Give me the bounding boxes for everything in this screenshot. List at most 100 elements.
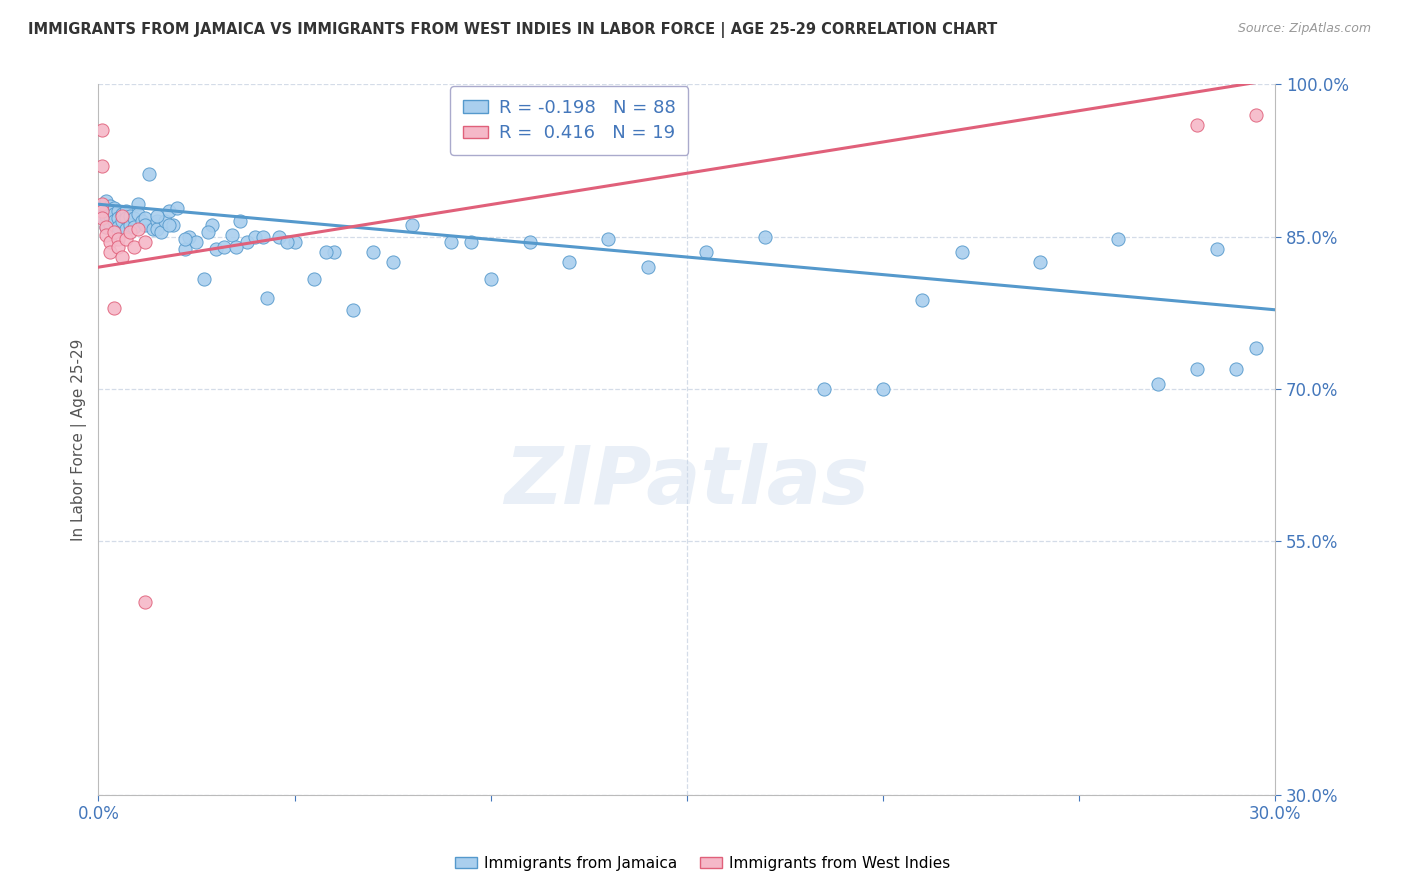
Point (162, 218, 184, 232)
Point (91, 204, 114, 219)
Point (315, 244, 337, 259)
Point (479, 272, 502, 286)
Point (122, 240, 145, 254)
Point (98, 235, 121, 249)
Point (186, 235, 208, 249)
Point (111, 214, 134, 228)
Point (134, 235, 156, 249)
Point (813, 382, 835, 396)
Point (440, 235, 463, 249)
Point (342, 302, 364, 317)
Point (1244, 342, 1267, 356)
Point (146, 210, 169, 224)
Point (322, 244, 344, 259)
Point (91, 204, 114, 219)
Point (1185, 118, 1208, 132)
Point (118, 210, 141, 224)
Point (166, 202, 188, 216)
Point (872, 382, 894, 396)
Point (91, 210, 114, 224)
Point (146, 214, 169, 228)
Point (157, 218, 180, 232)
Point (118, 218, 141, 232)
Point (107, 219, 129, 234)
Point (131, 214, 153, 228)
Point (107, 211, 129, 226)
Point (142, 221, 165, 235)
Point (1146, 376, 1168, 391)
Point (96, 210, 118, 224)
Point (91, 211, 114, 226)
Point (361, 244, 384, 259)
Point (107, 232, 129, 246)
Point (134, 211, 156, 226)
Point (107, 240, 129, 254)
Point (256, 291, 278, 305)
Point (225, 240, 247, 254)
Point (201, 218, 224, 232)
Point (276, 235, 298, 249)
Point (114, 221, 136, 235)
Y-axis label: In Labor Force | Age 25-29: In Labor Force | Age 25-29 (72, 339, 87, 541)
Point (1244, 108, 1267, 122)
Point (96, 194, 118, 209)
Point (111, 207, 134, 221)
Point (283, 235, 305, 249)
Point (228, 214, 250, 228)
Point (950, 244, 973, 259)
Point (173, 232, 195, 246)
Point (1029, 255, 1052, 269)
Point (122, 211, 145, 226)
Point (177, 229, 200, 244)
Point (114, 232, 136, 246)
Point (212, 240, 235, 254)
Text: ZIPatlas: ZIPatlas (505, 443, 869, 522)
Point (91, 123, 114, 137)
Point (114, 211, 136, 226)
Point (127, 221, 149, 235)
Point (127, 207, 149, 221)
Point (205, 242, 228, 256)
Point (98, 244, 121, 259)
Point (302, 272, 325, 286)
Point (103, 225, 125, 239)
Point (1205, 242, 1227, 256)
Point (236, 235, 259, 249)
Point (637, 260, 659, 275)
Point (114, 204, 136, 219)
Point (150, 225, 173, 239)
Point (96, 227, 118, 242)
Point (98, 218, 121, 232)
Point (98, 199, 121, 213)
Point (134, 218, 156, 232)
Point (252, 229, 274, 244)
Point (401, 218, 423, 232)
Point (103, 214, 125, 228)
Point (1225, 361, 1247, 376)
Point (138, 167, 160, 181)
Point (754, 229, 776, 244)
Point (96, 204, 118, 219)
Point (598, 232, 620, 246)
Legend: R = -0.198   N = 88, R =  0.416   N = 19: R = -0.198 N = 88, R = 0.416 N = 19 (450, 87, 689, 155)
Point (111, 210, 134, 224)
Point (558, 255, 581, 269)
Point (245, 229, 267, 244)
Point (98, 204, 121, 219)
Legend: Immigrants from Jamaica, Immigrants from West Indies: Immigrants from Jamaica, Immigrants from… (449, 850, 957, 877)
Point (96, 219, 118, 234)
Point (134, 595, 156, 609)
Point (91, 197, 114, 211)
Point (96, 219, 118, 234)
Point (695, 244, 717, 259)
Point (107, 204, 129, 219)
Point (122, 219, 145, 234)
Text: Source: ZipAtlas.com: Source: ZipAtlas.com (1237, 22, 1371, 36)
Point (173, 242, 195, 256)
Point (103, 301, 125, 315)
Text: IMMIGRANTS FROM JAMAICA VS IMMIGRANTS FROM WEST INDIES IN LABOR FORCE | AGE 25-2: IMMIGRANTS FROM JAMAICA VS IMMIGRANTS FR… (28, 22, 997, 38)
Point (157, 204, 180, 219)
Point (127, 197, 149, 211)
Point (103, 202, 125, 216)
Point (197, 225, 219, 239)
